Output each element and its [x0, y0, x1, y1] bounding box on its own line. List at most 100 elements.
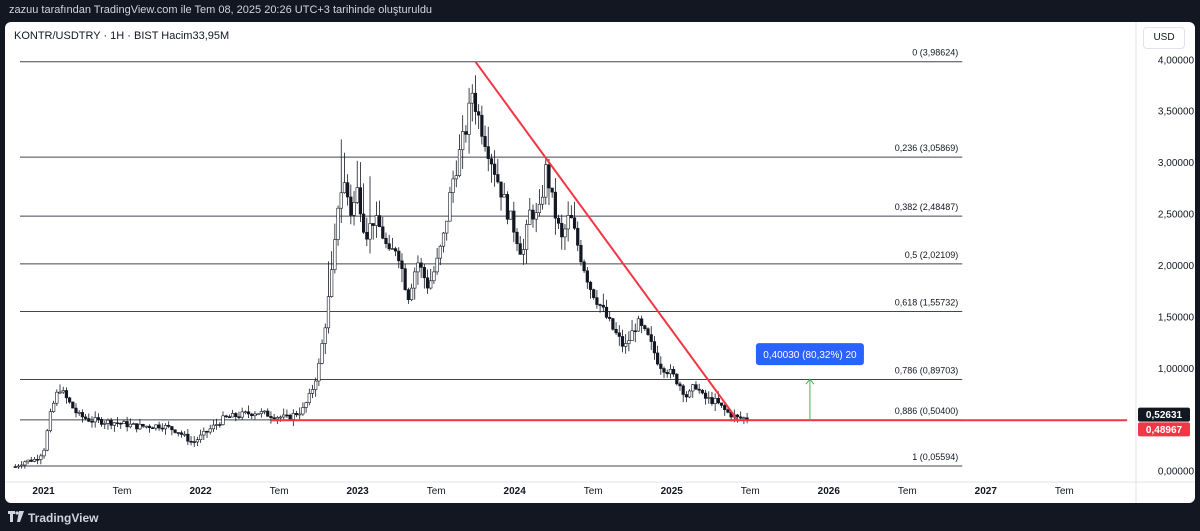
y-tick-label: 2,00000 — [1158, 261, 1195, 272]
candle-body — [572, 217, 577, 229]
candle-body — [521, 249, 526, 255]
candle-body — [477, 111, 481, 116]
candle-body — [371, 223, 375, 226]
candle-body — [461, 131, 465, 151]
chart-frame[interactable]: KONTR/USDTRY · 1H · BIST Hacim33,95M USD… — [5, 22, 1195, 503]
candle-body — [614, 328, 618, 334]
candle-body — [652, 341, 657, 354]
candle-body — [624, 343, 628, 347]
candle-body — [55, 391, 59, 404]
candle-body — [556, 217, 561, 224]
candle-body — [620, 336, 625, 347]
candle-body — [125, 421, 129, 428]
candle-body — [68, 397, 72, 403]
candle-body — [454, 175, 458, 180]
candle-body — [649, 334, 653, 342]
candle-body — [314, 380, 318, 390]
candle-body — [524, 224, 529, 250]
candle-body — [103, 423, 107, 425]
candle-body — [250, 413, 254, 417]
candle-body — [518, 243, 522, 255]
candle-body — [668, 368, 673, 375]
candle-body — [269, 416, 273, 418]
candle-body — [71, 401, 75, 409]
candle-body — [128, 423, 132, 428]
chart-caption: zazuu tarafından TradingView.com ile Tem… — [9, 4, 433, 16]
candle-body — [483, 136, 487, 147]
candle-body — [176, 432, 180, 434]
candle-body — [675, 373, 679, 385]
x-tick-label: 2027 — [975, 486, 998, 497]
candle-body — [215, 424, 219, 426]
candle-body — [186, 433, 190, 442]
candle-body — [409, 287, 414, 300]
candle-body — [310, 389, 315, 394]
candle-body — [109, 419, 113, 426]
descending-trendline — [474, 61, 739, 421]
price-chart[interactable]: 0 (3,98624) 0,236 (3,05869) 0,382 (2,48487… — [5, 22, 1195, 503]
candle-body — [703, 392, 708, 399]
candle-body — [710, 397, 714, 404]
candle-body — [141, 423, 145, 427]
candle-body — [147, 425, 152, 428]
candle-body — [294, 413, 299, 416]
candle-body — [592, 289, 596, 298]
candle-body — [183, 433, 187, 436]
candle-body — [234, 413, 238, 418]
fib-level-label: 0,382 (2,48487) — [895, 202, 959, 212]
candle-body — [288, 414, 292, 420]
candle-body — [29, 459, 33, 462]
candle-body — [355, 187, 359, 203]
fib-level-label: 1 (0,05594) — [912, 452, 958, 462]
candle-body — [429, 280, 433, 289]
candle-body — [227, 416, 231, 418]
y-tick-label: 1,50000 — [1158, 312, 1195, 323]
candle-body — [611, 318, 615, 330]
y-tick-label: 3,50000 — [1158, 107, 1195, 118]
candle-body — [368, 223, 372, 240]
x-tick-label: 2025 — [661, 486, 684, 497]
candle-body — [320, 343, 324, 364]
candle-body — [52, 402, 56, 412]
price-badge — [1138, 407, 1190, 422]
candle-body — [633, 330, 637, 333]
candle-body — [403, 268, 407, 290]
fib-level-label: 0 (3,98624) — [912, 48, 958, 58]
candle-body — [739, 416, 743, 419]
candle-body — [537, 203, 541, 213]
candle-body — [397, 250, 401, 262]
candle-body — [553, 191, 557, 219]
candle-body — [489, 158, 494, 165]
candle-body — [266, 410, 270, 417]
candle-body — [390, 248, 394, 250]
candle-body — [339, 192, 343, 209]
candle-body — [691, 384, 695, 392]
candle-body — [387, 243, 391, 250]
x-tick-label: 2026 — [818, 486, 841, 497]
candle-body — [726, 409, 730, 413]
candle-body — [170, 426, 174, 431]
candle-body — [588, 281, 593, 290]
candle-body — [502, 194, 506, 198]
candle-body — [61, 390, 65, 393]
candle-body — [135, 423, 139, 430]
candle-body — [505, 194, 510, 220]
candle-body — [13, 466, 17, 468]
candle-body — [20, 464, 24, 467]
candle-body — [122, 421, 126, 424]
candle-body — [470, 92, 474, 104]
candle-body — [374, 215, 378, 226]
measure-label: 0,40030 (80,32%) 20 — [763, 350, 857, 361]
x-tick-label: Tem — [741, 486, 760, 497]
candle-body — [115, 422, 120, 425]
candle-body — [406, 289, 410, 300]
candle-body — [457, 149, 462, 176]
candle-body — [240, 411, 244, 418]
currency-button[interactable]: USD — [1143, 27, 1185, 49]
candle-body — [448, 192, 452, 222]
candle-body — [425, 277, 430, 289]
candle-body — [317, 362, 321, 382]
candle-body — [282, 414, 286, 418]
candle-body — [604, 306, 609, 318]
candle-body — [665, 372, 669, 375]
